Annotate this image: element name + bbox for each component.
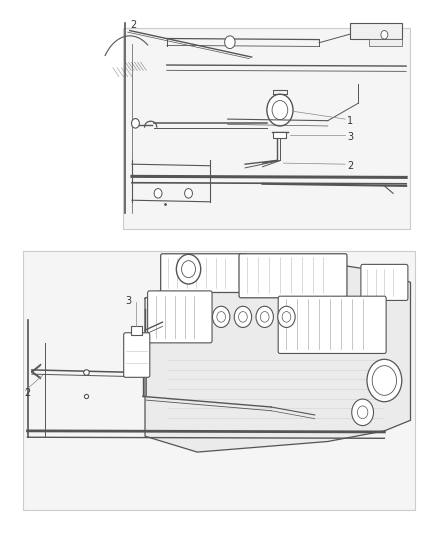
Bar: [123, 28, 410, 229]
Text: 2: 2: [130, 20, 136, 30]
FancyBboxPatch shape: [361, 264, 408, 301]
Circle shape: [260, 312, 269, 322]
FancyBboxPatch shape: [148, 291, 212, 343]
FancyBboxPatch shape: [124, 333, 150, 377]
Circle shape: [372, 366, 396, 395]
Circle shape: [177, 254, 201, 284]
Bar: [369, 38, 402, 46]
Circle shape: [154, 189, 162, 198]
FancyBboxPatch shape: [278, 296, 386, 353]
Circle shape: [357, 406, 368, 419]
Circle shape: [131, 118, 139, 128]
Circle shape: [278, 306, 295, 327]
Bar: [23, 251, 415, 511]
Bar: [131, 326, 142, 335]
Circle shape: [234, 306, 252, 327]
Circle shape: [256, 306, 273, 327]
Text: 3: 3: [347, 132, 353, 142]
Circle shape: [225, 36, 235, 49]
FancyBboxPatch shape: [239, 254, 347, 298]
Circle shape: [212, 306, 230, 327]
Text: 2: 2: [347, 161, 353, 171]
Circle shape: [282, 312, 291, 322]
Circle shape: [367, 359, 402, 402]
Circle shape: [272, 101, 288, 119]
Text: 1: 1: [347, 116, 353, 126]
Bar: [273, 132, 286, 138]
FancyBboxPatch shape: [161, 254, 247, 293]
Circle shape: [217, 312, 226, 322]
Circle shape: [267, 94, 293, 126]
Circle shape: [185, 189, 192, 198]
Circle shape: [352, 399, 374, 425]
Circle shape: [381, 30, 388, 39]
Circle shape: [239, 312, 247, 322]
Circle shape: [182, 261, 195, 278]
Text: 2: 2: [24, 387, 30, 398]
Text: 3: 3: [125, 296, 131, 306]
Polygon shape: [145, 261, 410, 452]
Bar: [350, 22, 402, 38]
